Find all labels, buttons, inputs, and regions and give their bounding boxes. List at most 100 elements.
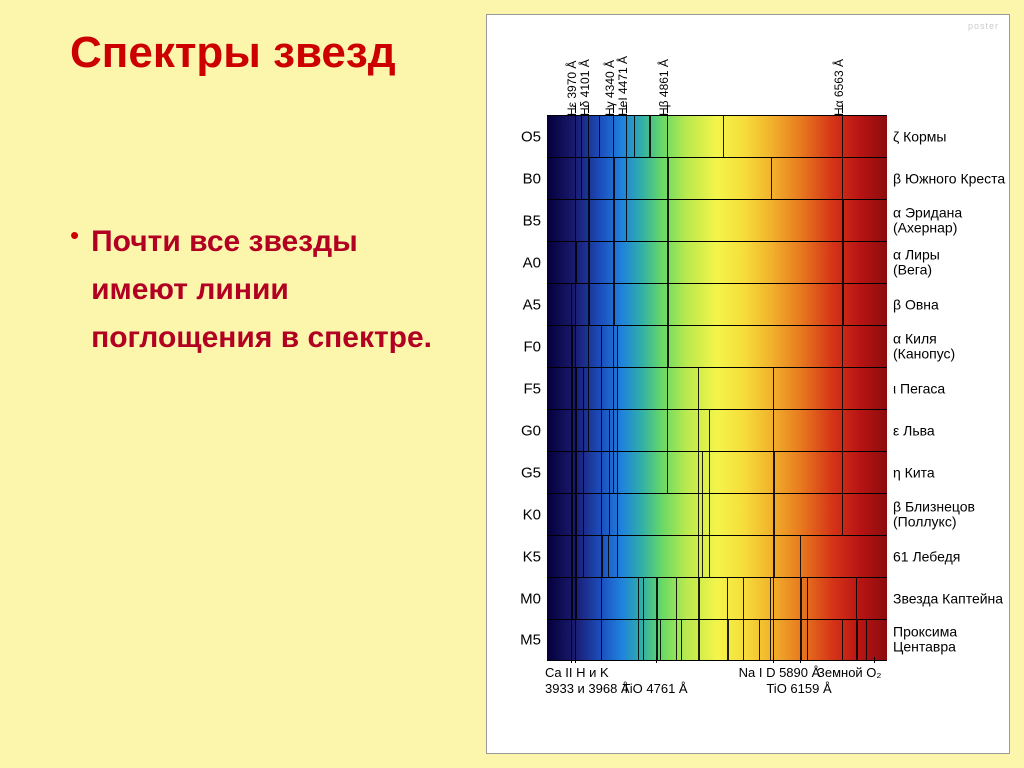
absorption-line <box>773 536 775 577</box>
absorption-line <box>581 116 582 157</box>
absorption-line <box>575 326 576 367</box>
spectra-chart: poster Hε 3970 ÅHδ 4101 ÅHγ 4340 ÅHeI 44… <box>486 14 1010 754</box>
absorption-line <box>667 158 669 199</box>
top-tick <box>626 105 627 113</box>
spectral-class-label: G0 <box>497 422 541 439</box>
absorption-line <box>698 368 699 409</box>
star-name-label: β Овна <box>893 297 1013 312</box>
spectrum-row: M0Звезда Каптейна <box>547 577 887 619</box>
absorption-line <box>601 620 602 660</box>
spectrum-gradient <box>547 620 887 660</box>
absorption-line <box>773 620 774 660</box>
absorption-line <box>667 326 669 367</box>
spectrum-row: G0ε Льва <box>547 409 887 451</box>
absorption-line <box>617 326 618 367</box>
absorption-line <box>608 536 609 577</box>
absorption-line <box>638 578 639 619</box>
absorption-line <box>571 410 573 451</box>
spectrum-row: K561 Лебедя <box>547 535 887 577</box>
absorption-line <box>601 326 602 367</box>
top-line-label: Hδ 4101 Å <box>578 59 592 116</box>
absorption-line <box>599 116 600 157</box>
star-name-label: 61 Лебедя <box>893 549 1013 564</box>
absorption-line <box>676 578 677 619</box>
absorption-line <box>660 620 661 660</box>
spectrum-gradient <box>547 326 887 367</box>
star-name-label: η Кита <box>893 465 1013 480</box>
spectrum-gradient <box>547 494 887 535</box>
absorption-line <box>842 368 843 409</box>
absorption-line <box>842 284 844 325</box>
bullet-dot-icon: • <box>70 218 79 252</box>
absorption-line <box>773 410 774 451</box>
absorption-line <box>743 620 744 660</box>
absorption-line <box>667 242 669 283</box>
top-line-label: HeI 4471 Å <box>616 56 630 116</box>
absorption-line <box>698 620 700 660</box>
absorption-line <box>800 578 802 619</box>
absorption-line <box>609 494 610 535</box>
absorption-line <box>588 242 590 283</box>
star-name-label: Звезда Каптейна <box>893 591 1013 606</box>
absorption-line <box>571 452 573 493</box>
spectral-class-label: G5 <box>497 464 541 481</box>
bottom-label: Земной O₂ <box>817 665 881 681</box>
spectral-class-label: F0 <box>497 338 541 355</box>
absorption-line <box>626 116 627 157</box>
absorption-line <box>709 494 710 535</box>
absorption-line <box>638 620 639 660</box>
absorption-line <box>773 452 775 493</box>
absorption-line <box>698 410 699 451</box>
absorption-line <box>575 158 576 199</box>
absorption-line <box>702 536 703 577</box>
absorption-line <box>613 200 615 241</box>
star-name-label: ζ Кормы <box>893 129 1013 144</box>
star-name-label: β Южного Креста <box>893 171 1013 186</box>
spectral-class-label: K5 <box>497 548 541 565</box>
absorption-line <box>727 620 729 660</box>
absorption-line <box>842 494 843 535</box>
spectrum-row: F0α Киля (Канопус) <box>547 325 887 367</box>
absorption-line <box>583 536 584 577</box>
absorption-line <box>656 578 658 619</box>
absorption-line <box>698 452 699 493</box>
absorption-line <box>588 284 590 325</box>
absorption-line <box>727 578 728 619</box>
absorption-line <box>571 284 572 325</box>
spectrum-gradient <box>547 284 887 325</box>
absorption-line <box>842 116 843 157</box>
spectral-class-label: A0 <box>497 254 541 271</box>
spectrum-gradient <box>547 410 887 451</box>
absorption-line <box>575 494 577 535</box>
absorption-line <box>667 368 668 409</box>
star-name-label: β Близнецов (Поллукс) <box>893 499 1013 530</box>
spectral-class-label: M5 <box>497 632 541 649</box>
absorption-line <box>667 200 669 241</box>
absorption-line <box>581 158 582 199</box>
spectrum-row: F5ι Пегаса <box>547 367 887 409</box>
absorption-line <box>571 536 573 577</box>
absorption-line <box>583 452 584 493</box>
absorption-line <box>626 158 627 199</box>
absorption-line <box>575 452 577 493</box>
top-wavelength-labels: Hε 3970 ÅHδ 4101 ÅHγ 4340 ÅHeI 4471 ÅHβ … <box>547 27 887 113</box>
bottom-tick <box>575 657 576 663</box>
bullet-block: • Почти все звезды имеют линии поглощени… <box>70 218 440 362</box>
spectrum-row: K0β Близнецов (Поллукс) <box>547 493 887 535</box>
absorption-line <box>601 368 602 409</box>
absorption-line <box>601 578 602 619</box>
absorption-line <box>770 620 771 660</box>
absorption-line <box>771 158 772 199</box>
absorption-line <box>588 200 590 241</box>
absorption-line <box>583 494 584 535</box>
absorption-line <box>609 452 610 493</box>
star-name-label: ε Льва <box>893 423 1013 438</box>
absorption-line <box>842 200 844 241</box>
spectrum-row: O5ζ Кормы <box>547 115 887 157</box>
watermark: poster <box>968 21 999 31</box>
absorption-line <box>588 326 589 367</box>
star-name-label: α Лиры (Вега) <box>893 247 1013 278</box>
absorption-line <box>649 116 651 157</box>
spectral-class-label: F5 <box>497 380 541 397</box>
spectrum-gradient <box>547 242 887 283</box>
